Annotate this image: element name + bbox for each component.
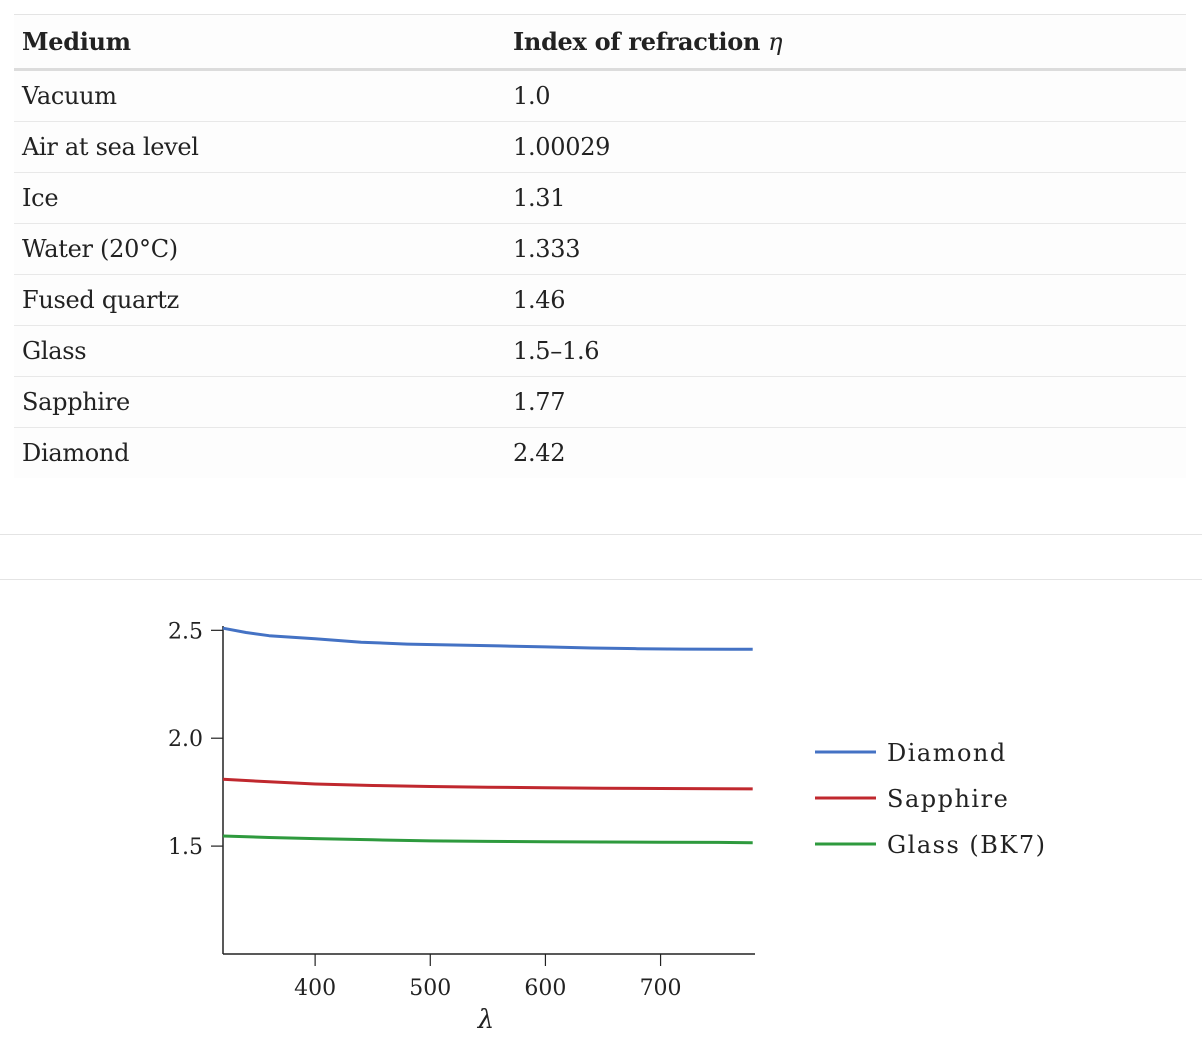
medium-cell: Fused quartz	[14, 274, 505, 326]
index-cell: 1.77	[505, 376, 1186, 428]
medium-cell: Diamond	[14, 427, 505, 478]
series-line-glass-bk7	[222, 834, 753, 845]
series-line-sapphire	[222, 777, 753, 791]
x-tick-label: 700	[640, 976, 682, 1001]
x-tick-label: 400	[294, 976, 336, 1001]
index-header-label: Index of refraction	[513, 27, 761, 56]
medium-column-header: Medium	[14, 14, 505, 71]
section-divider-bottom	[0, 579, 1202, 580]
medium-cell: Water (20°C)	[14, 223, 505, 275]
index-column-header: Index of refraction η	[505, 14, 1186, 71]
table-row: Air at sea level 1.00029	[14, 121, 1186, 173]
table-row: Fused quartz 1.46	[14, 274, 1186, 326]
medium-cell: Sapphire	[14, 376, 505, 428]
legend-label: Diamond	[887, 739, 1007, 767]
table-row: Ice 1.31	[14, 172, 1186, 224]
y-tick-label: 2.0	[168, 727, 203, 752]
medium-cell: Glass	[14, 325, 505, 377]
x-axis-label: λ	[477, 1005, 494, 1035]
medium-cell: Vacuum	[14, 69, 505, 122]
x-tick-label: 500	[409, 976, 451, 1001]
table-row: Water (20°C) 1.333	[14, 223, 1186, 275]
table-row: Diamond 2.42	[14, 427, 1186, 478]
table-row: Vacuum 1.0	[14, 69, 1186, 122]
series-line-diamond	[222, 626, 753, 651]
section-divider-top	[0, 534, 1202, 535]
index-cell: 1.00029	[505, 121, 1186, 173]
chart-series-layer	[222, 626, 753, 845]
index-cell: 1.5–1.6	[505, 325, 1186, 377]
index-cell: 2.42	[505, 427, 1186, 478]
eta-symbol: η	[768, 28, 783, 56]
table-row: Glass 1.5–1.6	[14, 325, 1186, 377]
medium-cell: Ice	[14, 172, 505, 224]
index-cell: 1.46	[505, 274, 1186, 326]
medium-cell: Air at sea level	[14, 121, 505, 173]
legend-label: Sapphire	[887, 785, 1009, 813]
y-tick-label: 1.5	[168, 835, 203, 860]
legend-label: Glass (BK7)	[887, 831, 1046, 859]
table-row: Sapphire 1.77	[14, 376, 1186, 428]
chart-axes: 1.5 2.0 2.5 400 500 600 700	[168, 619, 755, 1001]
chart-legend: Diamond Sapphire Glass (BK7)	[815, 739, 1046, 859]
x-tick-label: 600	[524, 976, 566, 1001]
index-cell: 1.333	[505, 223, 1186, 275]
refraction-table-container: Medium Index of refraction η Vacuum 1.0 …	[14, 14, 1186, 478]
refraction-index-table: Medium Index of refraction η Vacuum 1.0 …	[14, 14, 1186, 478]
y-tick-label: 2.5	[168, 619, 203, 644]
index-cell: 1.0	[505, 69, 1186, 122]
index-cell: 1.31	[505, 172, 1186, 224]
table-header-row: Medium Index of refraction η	[14, 14, 1186, 71]
refraction-dispersion-chart: 1.5 2.0 2.5 400 500 600 700 Diamond Sapphire Gla…	[168, 619, 1046, 1035]
